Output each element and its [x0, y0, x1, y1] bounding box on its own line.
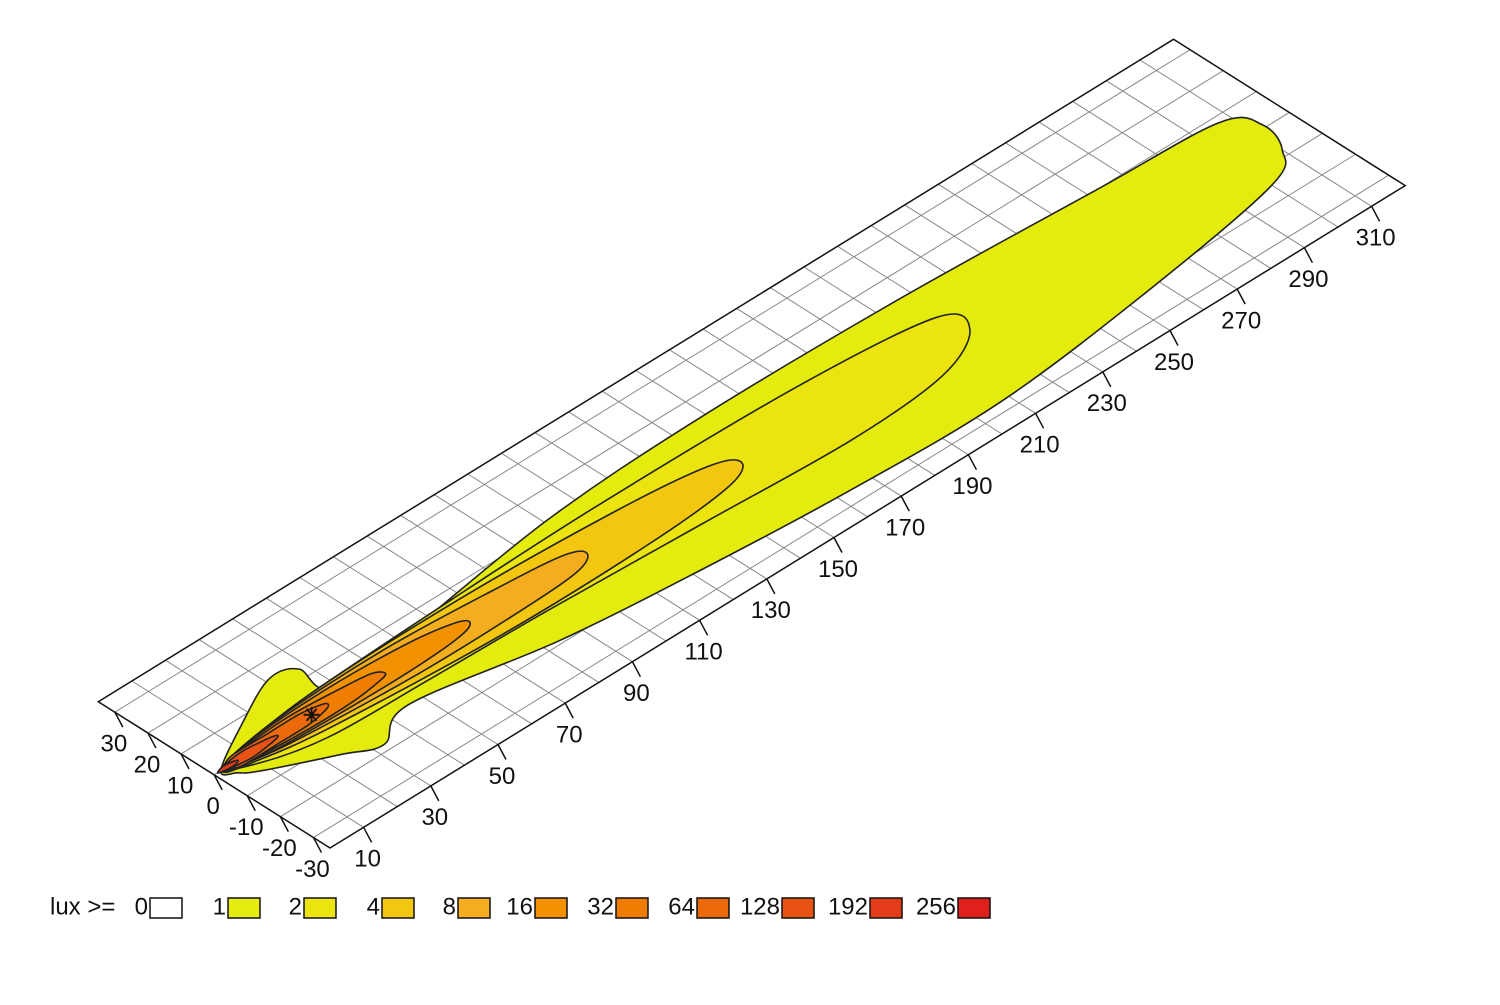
- x-tick-label: 170: [885, 514, 925, 541]
- y-tick-label: 0: [206, 793, 219, 820]
- x-tick: [1303, 247, 1314, 264]
- y-tick: [114, 711, 124, 728]
- legend-value: 256: [916, 893, 956, 920]
- legend-value: 4: [367, 893, 380, 920]
- grid-line: [114, 49, 1191, 713]
- legend-value: 8: [443, 893, 456, 920]
- legend-swatch: [781, 897, 815, 919]
- x-tick: [1102, 371, 1112, 388]
- x-tick: [766, 578, 776, 595]
- legend-swatch: [457, 897, 491, 919]
- x-tick-label: 290: [1288, 266, 1328, 293]
- x-tick: [1370, 205, 1381, 222]
- legend-swatch: [957, 897, 991, 919]
- y-tick-label: 10: [167, 772, 194, 799]
- legend-swatch: [381, 897, 415, 919]
- grid-line: [147, 70, 1224, 734]
- legend-swatch: [149, 897, 183, 919]
- legend-value: 2: [289, 893, 302, 920]
- x-tick-label: 90: [623, 680, 650, 707]
- y-tick-label: -10: [229, 814, 264, 841]
- y-tick-label: -20: [262, 835, 297, 862]
- legend-swatch: [227, 897, 261, 919]
- contour-region: [216, 759, 239, 774]
- y-tick: [213, 774, 223, 791]
- x-tick-label: 250: [1154, 349, 1194, 376]
- y-tick-label: 30: [100, 730, 127, 757]
- legend-label: lux >=: [50, 893, 115, 920]
- legend-swatch: [869, 897, 903, 919]
- y-tick: [246, 795, 256, 812]
- x-tick-label: 310: [1356, 225, 1396, 252]
- x-tick-label: 30: [421, 804, 448, 831]
- x-tick-label: 230: [1087, 390, 1127, 417]
- x-tick-label: 10: [354, 846, 381, 873]
- legend-swatch: [615, 897, 649, 919]
- x-tick-label: 210: [1020, 432, 1060, 459]
- y-tick: [312, 837, 323, 853]
- x-tick: [833, 537, 843, 553]
- grid-line: [313, 174, 1389, 838]
- y-tick: [147, 732, 157, 749]
- y-tick: [180, 753, 190, 770]
- x-tick: [430, 785, 440, 802]
- x-tick: [497, 744, 507, 760]
- legend-value: 0: [135, 893, 148, 920]
- legend-value: 1: [213, 893, 226, 920]
- x-tick-label: 110: [684, 639, 722, 666]
- x-tick-label: 70: [556, 721, 583, 748]
- x-tick: [564, 702, 574, 719]
- legend-swatch: [696, 897, 730, 919]
- legend-value: 128: [740, 893, 780, 920]
- plane-border: [96, 38, 1407, 849]
- x-tick: [698, 619, 709, 636]
- y-tick: [279, 816, 290, 833]
- x-tick-label: 190: [952, 473, 992, 500]
- y-tick-label: -30: [295, 856, 330, 883]
- legend-value: 16: [506, 893, 533, 920]
- x-tick-label: 270: [1221, 307, 1261, 334]
- x-tick-label: 130: [751, 597, 791, 624]
- x-tick-label: 150: [818, 556, 858, 583]
- x-tick: [1236, 288, 1246, 305]
- x-tick: [1034, 412, 1045, 429]
- x-tick: [900, 495, 910, 512]
- legend-swatch: [303, 897, 337, 919]
- x-tick: [1169, 330, 1179, 346]
- x-tick-label: 50: [489, 763, 516, 790]
- x-tick: [631, 661, 642, 678]
- legend-value: 192: [828, 893, 868, 920]
- legend-value: 64: [668, 893, 695, 920]
- y-tick-label: 20: [134, 751, 161, 778]
- x-tick: [362, 826, 373, 843]
- legend-value: 32: [587, 893, 614, 920]
- legend-swatch: [534, 897, 568, 919]
- x-tick: [967, 454, 978, 471]
